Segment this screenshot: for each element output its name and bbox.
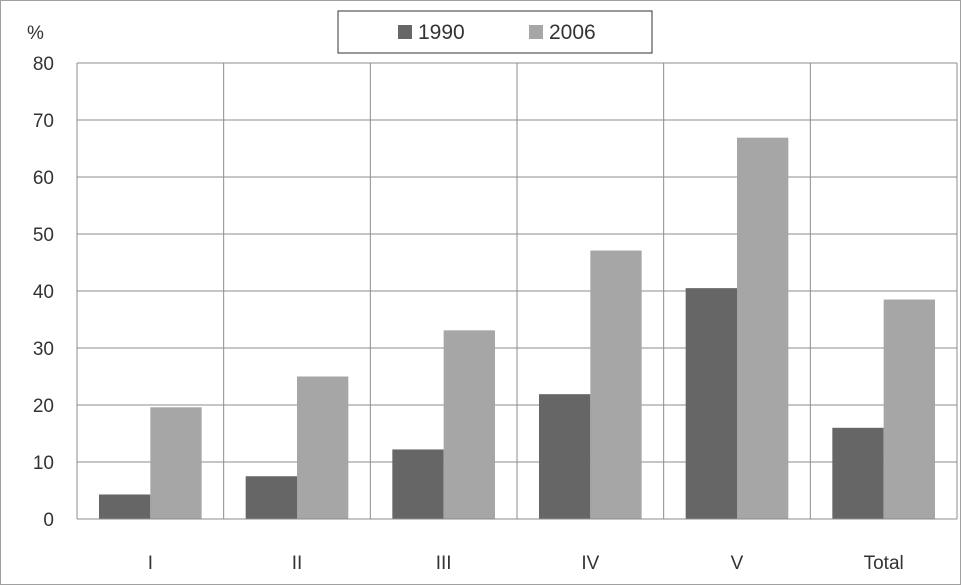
x-tick-label: V <box>731 553 744 574</box>
x-tick-label: III <box>436 553 452 574</box>
legend-swatch-2006 <box>529 25 543 39</box>
x-tick-label: Total <box>864 553 904 574</box>
bar-1990-IV <box>539 394 591 519</box>
bar-2006-I <box>150 407 202 519</box>
y-tick-label: 10 <box>33 453 54 474</box>
bar-2006-V <box>737 137 789 520</box>
bar-1990-I <box>99 494 151 519</box>
bar-1990-V <box>685 288 737 519</box>
y-tick-label: 20 <box>33 396 54 417</box>
y-tick-label: 0 <box>43 510 54 531</box>
legend-swatch-1990 <box>398 25 412 39</box>
y-tick-label: 80 <box>33 54 54 75</box>
x-tick-label: IV <box>581 553 599 574</box>
bar-2006-II <box>297 376 349 519</box>
y-tick-label: 50 <box>33 225 54 246</box>
x-tick-label: I <box>148 553 153 574</box>
bar-2006-III <box>443 330 495 519</box>
x-tick-label: II <box>292 553 303 574</box>
y-tick-label: 70 <box>33 111 54 132</box>
bar-2006-Total <box>883 299 935 519</box>
grid-layer <box>76 62 958 519</box>
bars-layer <box>99 137 935 520</box>
legend-label-1990: 1990 <box>418 21 465 44</box>
y-tick-label: 30 <box>33 339 54 360</box>
y-axis-unit-label: % <box>27 23 44 44</box>
bar-1990-III <box>392 449 444 519</box>
bar-2006-IV <box>590 250 642 519</box>
y-tick-label: 60 <box>33 168 54 189</box>
bar-1990-Total <box>832 427 884 519</box>
y-tick-label: 40 <box>33 282 54 303</box>
bar-1990-II <box>245 476 297 519</box>
legend-box <box>337 10 653 54</box>
legend-label-2006: 2006 <box>549 21 596 44</box>
legend: 1990 2006 <box>337 10 653 54</box>
